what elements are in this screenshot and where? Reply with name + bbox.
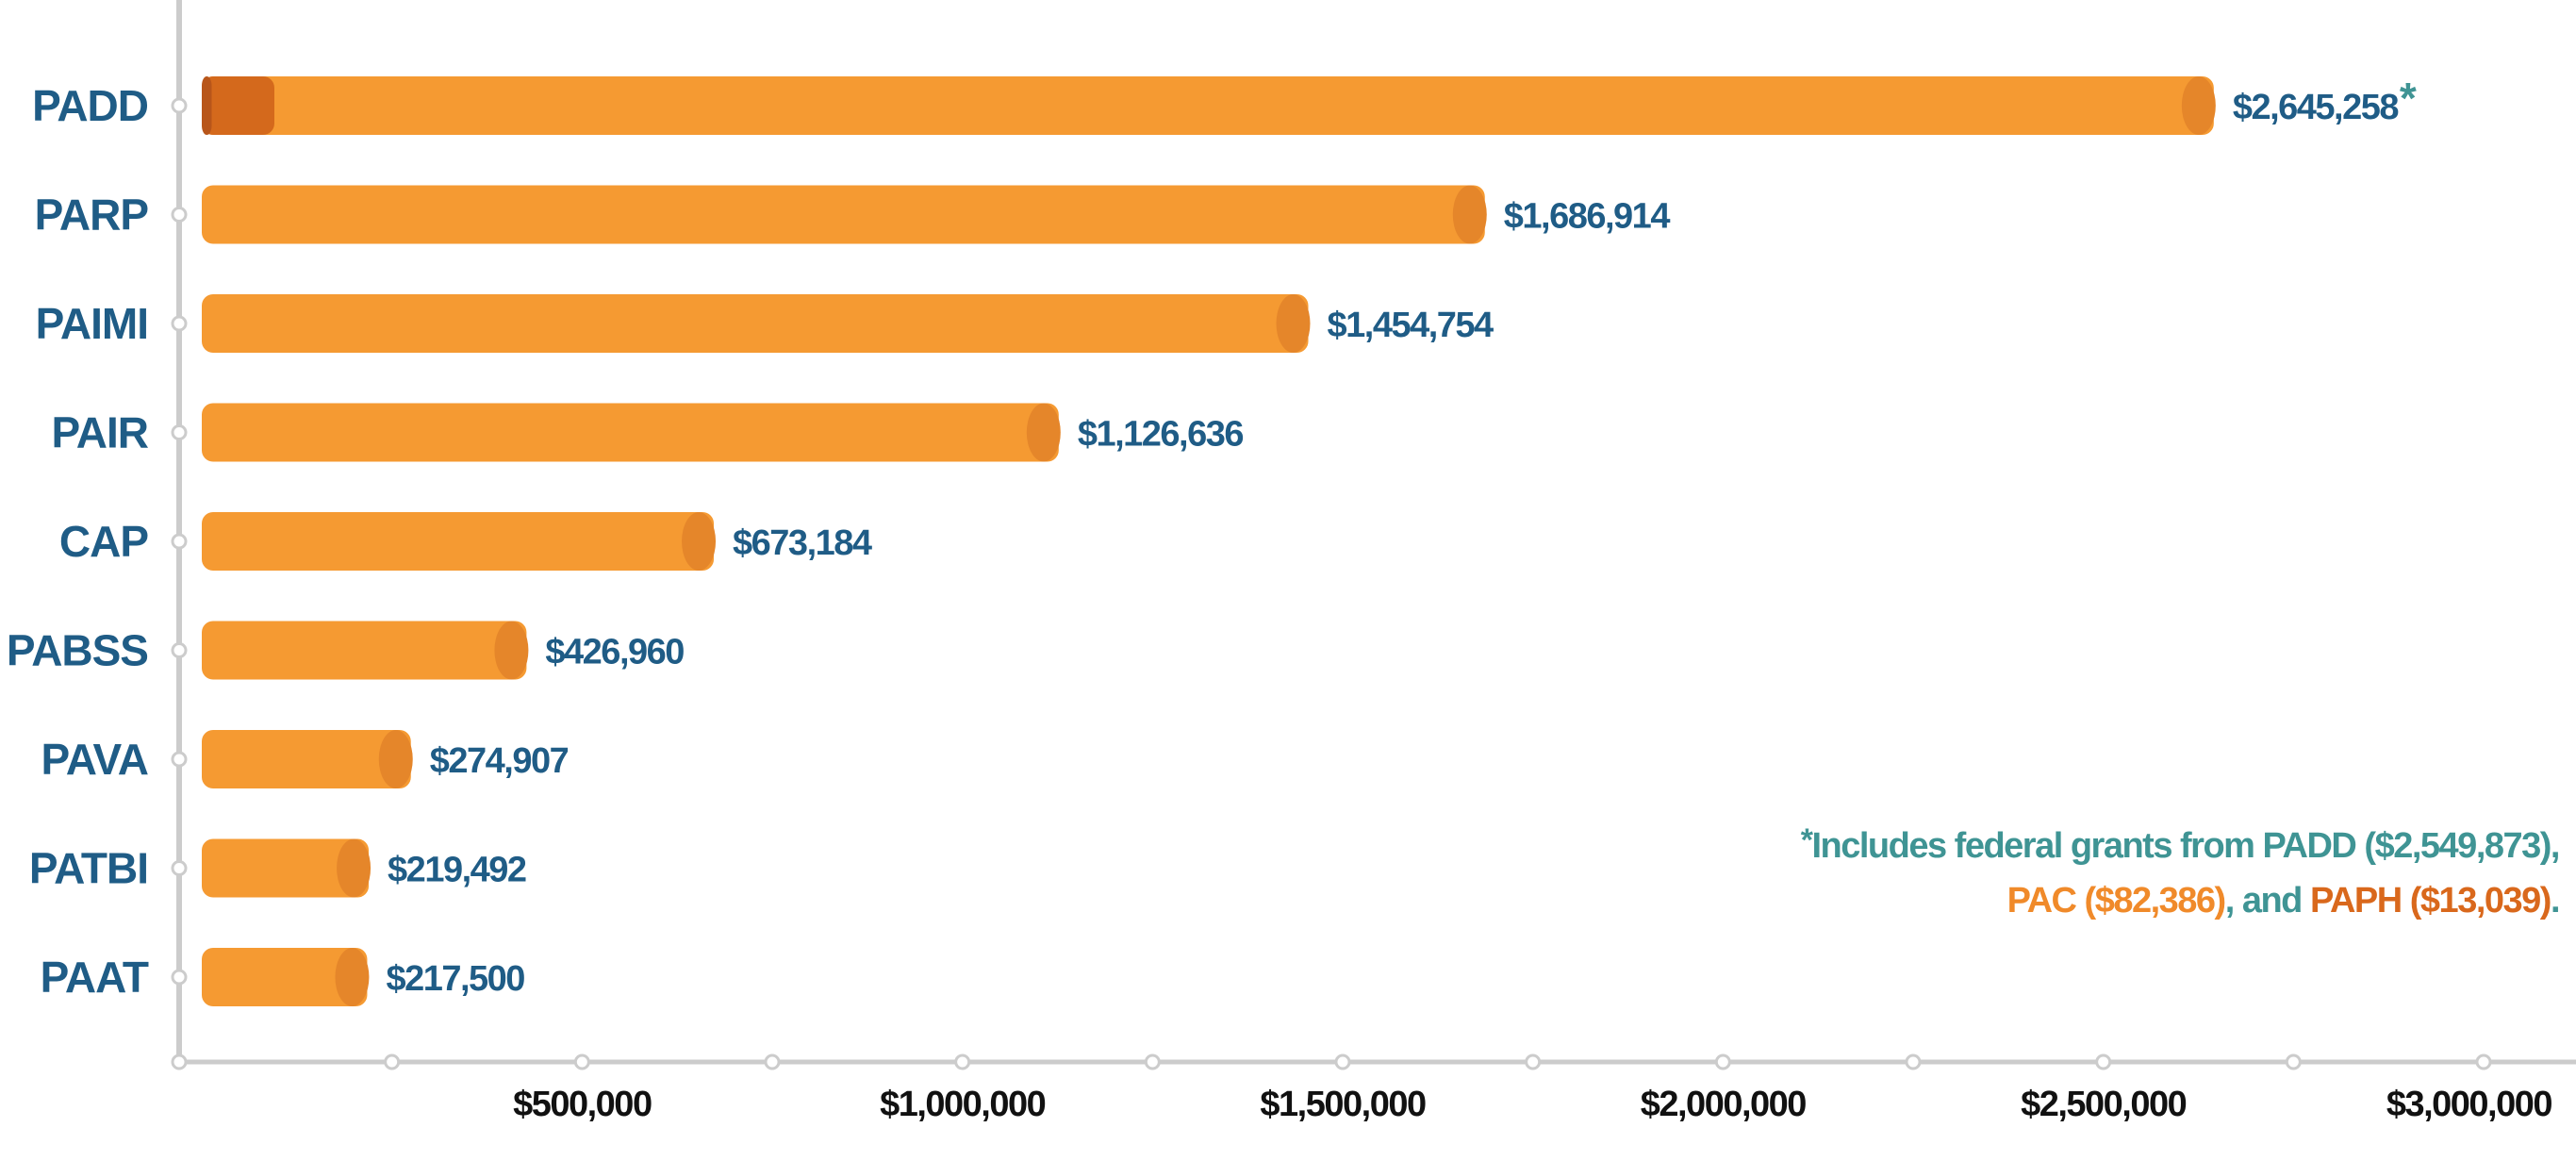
x-axis-marker bbox=[1525, 1053, 1542, 1070]
bar-end-cap bbox=[1452, 185, 1487, 244]
x-tick-label: $500,000 bbox=[513, 1085, 652, 1124]
x-tick-label: $1,000,000 bbox=[880, 1085, 1046, 1124]
x-tick-label: $1,500,000 bbox=[1260, 1085, 1426, 1124]
bar-end-cap bbox=[378, 730, 413, 788]
bar bbox=[202, 621, 527, 680]
footnote-asterisk: * bbox=[1800, 822, 1813, 858]
x-axis-marker bbox=[2475, 1053, 2492, 1070]
bar bbox=[202, 403, 1059, 462]
x-axis-marker bbox=[1714, 1053, 1731, 1070]
category-label: PADD bbox=[32, 81, 148, 130]
value-label: $274,907 bbox=[430, 741, 569, 781]
y-axis-marker bbox=[171, 751, 188, 768]
bar bbox=[202, 294, 1309, 353]
category-label: PAVA bbox=[41, 735, 148, 784]
category-label: PAIMI bbox=[36, 299, 148, 348]
y-axis-marker bbox=[171, 969, 188, 986]
y-axis-marker bbox=[171, 315, 188, 332]
footnote-line1: Includes federal grants from PADD ($2,54… bbox=[1811, 826, 2560, 866]
footnote: *Includes federal grants from PADD ($2,5… bbox=[1616, 819, 2561, 928]
value-label: $1,454,754 bbox=[1328, 306, 1494, 345]
value-label: $426,960 bbox=[545, 633, 684, 672]
value-label: $1,126,636 bbox=[1078, 415, 1244, 455]
category-label: PATBI bbox=[29, 844, 148, 893]
footnote-paph: PAPH ($13,039) bbox=[2309, 881, 2551, 921]
category-label: PAAT bbox=[41, 953, 149, 1002]
x-axis-marker bbox=[1905, 1053, 1922, 1070]
x-axis-marker bbox=[1334, 1053, 1351, 1070]
y-axis-marker bbox=[171, 860, 188, 876]
footnote-and: , and bbox=[2224, 881, 2310, 921]
x-axis-marker bbox=[954, 1053, 971, 1070]
footnote-pac: PAC ($82,386) bbox=[2006, 881, 2227, 921]
y-axis-marker bbox=[171, 207, 188, 223]
footnote-period: . bbox=[2550, 881, 2561, 921]
x-axis-marker bbox=[1144, 1053, 1161, 1070]
value-label: $673,184 bbox=[733, 523, 872, 563]
x-axis-marker bbox=[2095, 1053, 2112, 1070]
origin-marker bbox=[171, 1053, 188, 1070]
y-axis-marker bbox=[171, 424, 188, 440]
bar-end-cap bbox=[1276, 294, 1311, 353]
bar-end-cap bbox=[337, 838, 372, 898]
x-axis-marker bbox=[384, 1053, 401, 1070]
bar-end-cap bbox=[494, 621, 529, 680]
x-tick-label: $3,000,000 bbox=[2386, 1085, 2552, 1124]
x-axis-marker bbox=[764, 1053, 781, 1070]
value-label: $1,686,914 bbox=[1504, 197, 1671, 237]
x-tick-label: $2,500,000 bbox=[2021, 1085, 2187, 1124]
category-label: PARP bbox=[35, 191, 149, 240]
bar bbox=[202, 512, 715, 571]
x-axis-marker bbox=[2285, 1053, 2302, 1070]
y-axis-marker bbox=[171, 642, 188, 658]
bar-end-cap bbox=[2181, 76, 2216, 135]
bar bbox=[202, 185, 1485, 244]
bar bbox=[202, 730, 411, 788]
x-tick-label: $2,000,000 bbox=[1641, 1085, 1807, 1124]
value-label: $2,645,258 bbox=[2233, 88, 2399, 127]
category-label: PABSS bbox=[7, 626, 148, 675]
bar-end-cap bbox=[682, 512, 717, 571]
bar bbox=[202, 948, 368, 1006]
category-label: PAIR bbox=[52, 408, 149, 457]
bar-end-cap bbox=[1026, 403, 1061, 462]
y-axis-marker bbox=[171, 97, 188, 114]
x-axis-marker bbox=[573, 1053, 590, 1070]
value-label: $217,500 bbox=[386, 959, 524, 999]
bar bbox=[202, 838, 370, 898]
bar-segment-paph bbox=[202, 76, 212, 135]
bar bbox=[202, 76, 2214, 135]
bar-end-cap bbox=[335, 948, 370, 1006]
value-label: $219,492 bbox=[388, 851, 526, 890]
bar-segment-pac bbox=[202, 76, 274, 135]
category-label: CAP bbox=[59, 517, 148, 566]
y-axis-marker bbox=[171, 533, 188, 550]
value-asterisk: * bbox=[2400, 74, 2417, 123]
